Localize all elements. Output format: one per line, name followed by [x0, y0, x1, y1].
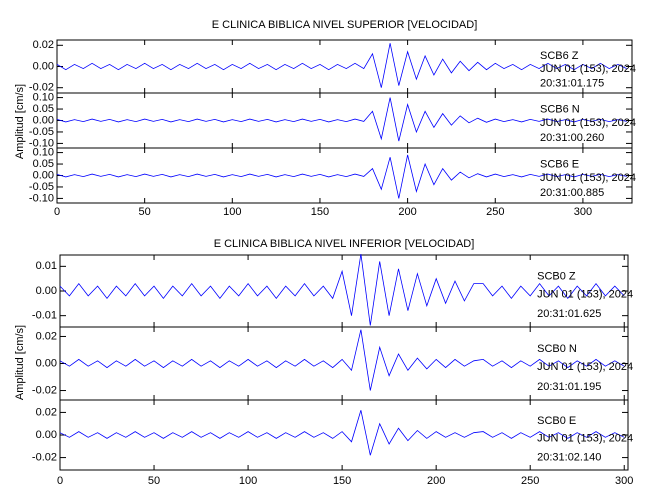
annotation: 20:31:02.140: [537, 451, 601, 463]
y-tick-label: 0.00: [33, 169, 54, 181]
x-tick-label: 0: [57, 475, 63, 487]
waveform: [59, 253, 625, 326]
annotation: JUN 01 (153), 2024: [537, 361, 633, 373]
station-label: SCB6 Z: [540, 50, 579, 62]
y-tick-label: 0.00: [36, 429, 57, 441]
annotation: 20:31:01.175: [540, 77, 604, 89]
y-tick-label: 0.02: [36, 406, 57, 418]
y-tick-label: 0.10: [33, 146, 54, 158]
station-label: SCB6 N: [540, 103, 580, 115]
x-tick-label: 300: [615, 475, 633, 487]
y-axis-label: Amplitud [cm/s]: [14, 325, 26, 400]
x-tick-label: 150: [311, 206, 329, 218]
x-tick-label: 0: [54, 206, 60, 218]
x-tick-label: 50: [139, 206, 151, 218]
station-label: SCB6 E: [540, 158, 579, 170]
x-tick-label: 200: [398, 206, 416, 218]
y-tick-label: 0.00: [33, 114, 54, 126]
waveform: [56, 43, 627, 88]
station-label: SCB0 E: [537, 415, 576, 427]
y-tick-label: 0.05: [33, 158, 54, 170]
station-label: SCB0 Z: [537, 271, 576, 283]
y-tick-label: -0.02: [29, 82, 54, 94]
annotation: 20:31:00.260: [540, 132, 604, 144]
y-tick-label: -0.05: [29, 126, 54, 138]
y-tick-label: -0.05: [29, 181, 54, 193]
annotation: JUN 01 (153), 2024: [537, 289, 633, 301]
annotation: 20:31:01.195: [537, 381, 601, 393]
annotation: JUN 01 (153), 2024: [540, 117, 636, 129]
y-tick-label: -0.10: [29, 137, 54, 149]
x-tick-label: 250: [521, 475, 539, 487]
annotation: 20:31:01.625: [537, 308, 601, 320]
waveform: [59, 410, 625, 456]
x-tick-label: 50: [148, 475, 160, 487]
y-axis-label: Amplitud [cm/s]: [14, 84, 26, 159]
y-tick-label: 0.02: [36, 330, 57, 342]
waveform: [59, 329, 625, 391]
annotation: JUN 01 (153), 2024: [540, 63, 636, 75]
y-tick-label: 0.01: [36, 260, 57, 272]
y-tick-label: -0.01: [32, 310, 57, 322]
station-label: SCB0 N: [537, 343, 577, 355]
x-tick-label: 250: [486, 206, 504, 218]
y-tick-label: 0.00: [36, 357, 57, 369]
x-tick-label: 100: [223, 206, 241, 218]
x-tick-label: 150: [333, 475, 351, 487]
annotation: JUN 01 (153), 2024: [537, 432, 633, 444]
y-tick-label: -0.10: [29, 192, 54, 204]
y-tick-label: 0.00: [36, 285, 57, 297]
chart-title: E CLINICA BIBLICA NIVEL SUPERIOR [VELOCI…: [212, 19, 478, 31]
y-tick-label: -0.02: [32, 384, 57, 396]
chart-title: E CLINICA BIBLICA NIVEL INFERIOR [VELOCI…: [214, 238, 475, 250]
y-tick-label: 0.05: [33, 103, 54, 115]
y-tick-label: 0.02: [33, 39, 54, 51]
annotation: 20:31:00.885: [540, 187, 604, 199]
x-tick-label: 300: [574, 206, 592, 218]
x-tick-label: 200: [427, 475, 445, 487]
y-tick-label: -0.02: [32, 451, 57, 463]
waveform: [56, 97, 627, 142]
waveform: [56, 154, 627, 199]
y-tick-label: 0.00: [33, 60, 54, 72]
x-tick-label: 100: [239, 475, 257, 487]
annotation: JUN 01 (153), 2024: [540, 172, 636, 184]
y-tick-label: 0.10: [33, 91, 54, 103]
